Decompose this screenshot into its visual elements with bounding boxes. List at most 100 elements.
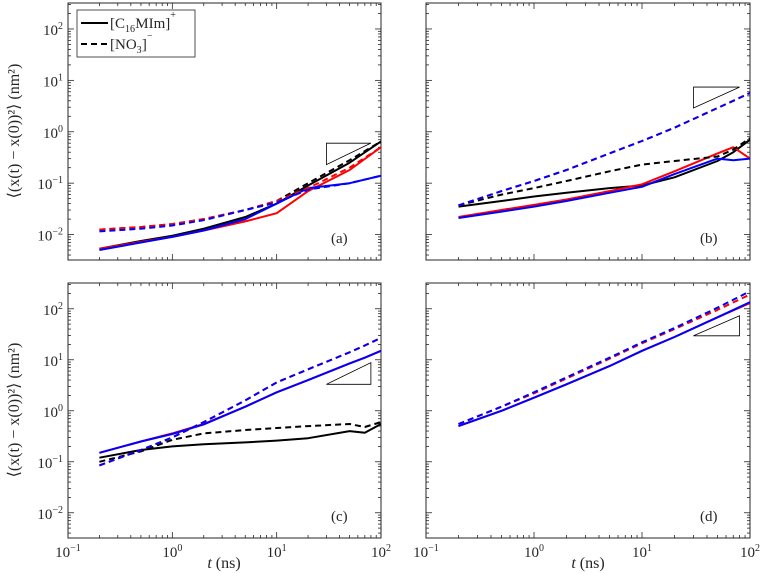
x-axis-label-var: t [571,555,576,572]
tick-label-exponent: −1 [52,175,63,186]
tick-label-base: 10 [740,545,755,561]
tick-label-base: 10 [371,545,386,561]
x-tick-label: 101 [267,543,287,561]
legend-label-part: − [147,31,153,42]
slope-triangle [326,142,372,166]
tick-label-exponent: 2 [755,543,760,554]
slope-triangle [693,86,740,109]
y-axis-label-top: ⟨(x(t) − x(0))²⟩ (nm²) [6,64,23,199]
x-axis-label-unit: (ns) [576,555,605,572]
series-line-solid [458,146,750,218]
series-line-dashed [99,421,381,463]
panel-label: (a) [331,231,348,247]
tick-label-base: 10 [43,303,58,319]
series-line-dashed [458,137,750,207]
tick-label-base: 10 [43,126,58,142]
y-tick-label: 101 [43,72,63,90]
tick-label-exponent: −1 [70,543,81,554]
tick-label-exponent: 1 [58,72,63,83]
legend-label-part: ] [142,37,147,53]
panel-d: 10−1 100 101 102(d) [413,282,760,561]
y-tick-label: 100 [43,403,63,421]
x-axis-label-left: t (ns) [207,555,240,572]
tick-label-exponent: 1 [282,543,287,554]
x-tick-label: 101 [632,543,652,561]
legend-label-part: [C [110,16,125,32]
tick-label-exponent: −2 [52,227,63,238]
y-tick-label: 102 [43,301,63,319]
series-line-solid [99,349,381,454]
tick-label-exponent: 2 [58,301,63,312]
tick-label-base: 10 [413,545,428,561]
x-tick-label: 10−1 [55,543,81,561]
tick-label-base: 10 [524,545,539,561]
axes-frame [425,2,751,261]
x-tick-label: 100 [162,543,182,561]
x-axis-label-unit: (ns) [212,555,241,572]
y-tick-label: 102 [43,21,63,39]
tick-label-exponent: −1 [52,454,63,465]
y-tick-label: 100 [43,124,63,142]
legend-box [76,9,196,58]
panel-b: (b) [425,2,751,261]
legend-label-part: + [170,10,176,21]
tick-label-exponent: 1 [647,543,652,554]
y-tick-label: 10−2 [37,505,63,523]
legend-label-part: [NO [110,37,137,53]
tick-label-base: 10 [37,229,52,245]
tick-label-base: 10 [267,545,282,561]
x-tick-label: 100 [524,543,544,561]
tick-label-exponent: −2 [52,505,63,516]
tick-label-base: 10 [55,545,70,561]
tick-label-base: 10 [162,545,177,561]
tick-label-base: 10 [43,74,58,90]
slope-triangle [326,361,372,385]
tick-label-base: 10 [632,545,647,561]
axes-frame [67,282,382,539]
x-axis-label-right: t (ns) [571,555,604,572]
series-line-dashed [99,146,381,231]
y-tick-label: 10−1 [37,175,63,193]
y-axis-label-bottom: ⟨(x(t) − x(0))²⟩ (nm²) [6,343,23,478]
series-line-dashed [99,336,381,467]
x-tick-label: 102 [371,543,391,561]
tick-label-base: 10 [43,23,58,39]
x-axis-label-var: t [207,555,212,572]
series-line-solid [458,301,750,428]
tick-label-exponent: 2 [386,543,391,554]
legend-label: [NO3 ]− [110,31,153,56]
x-tick-label: 10−1 [413,543,439,561]
slope-triangle [693,315,740,337]
series-line-solid [99,423,381,459]
tick-label-base: 10 [37,456,52,472]
tick-label-exponent: 2 [58,21,63,32]
axes-frame [425,282,751,539]
tick-label-exponent: −1 [428,543,439,554]
tick-label-exponent: 0 [58,124,63,135]
legend-label-part: 16 [125,24,135,35]
tick-label-exponent: 1 [58,352,63,363]
tick-label-exponent: 0 [58,403,63,414]
legend: [C16 MIm]+[NO3 ]− [76,9,196,58]
series-line-solid [458,138,750,208]
tick-label-exponent: 0 [177,543,182,554]
series-line-dashed [99,174,381,233]
tick-label-exponent: 0 [539,543,544,554]
x-tick-label: 102 [740,543,760,561]
series-line-solid [458,157,750,219]
panel-label: (d) [700,509,718,525]
panel-label: (c) [331,509,348,525]
tick-label-base: 10 [37,507,52,523]
series-line-dashed [458,290,750,425]
tick-label-base: 10 [43,354,58,370]
y-tick-label: 10−2 [37,227,63,245]
series-line-solid [99,349,381,454]
y-tick-label: 101 [43,352,63,370]
legend-label-part: MIm] [135,16,170,32]
legend-label: [C16 MIm]+ [110,10,176,35]
y-tick-label: 10−1 [37,454,63,472]
legend-label-part: 3 [137,45,142,56]
